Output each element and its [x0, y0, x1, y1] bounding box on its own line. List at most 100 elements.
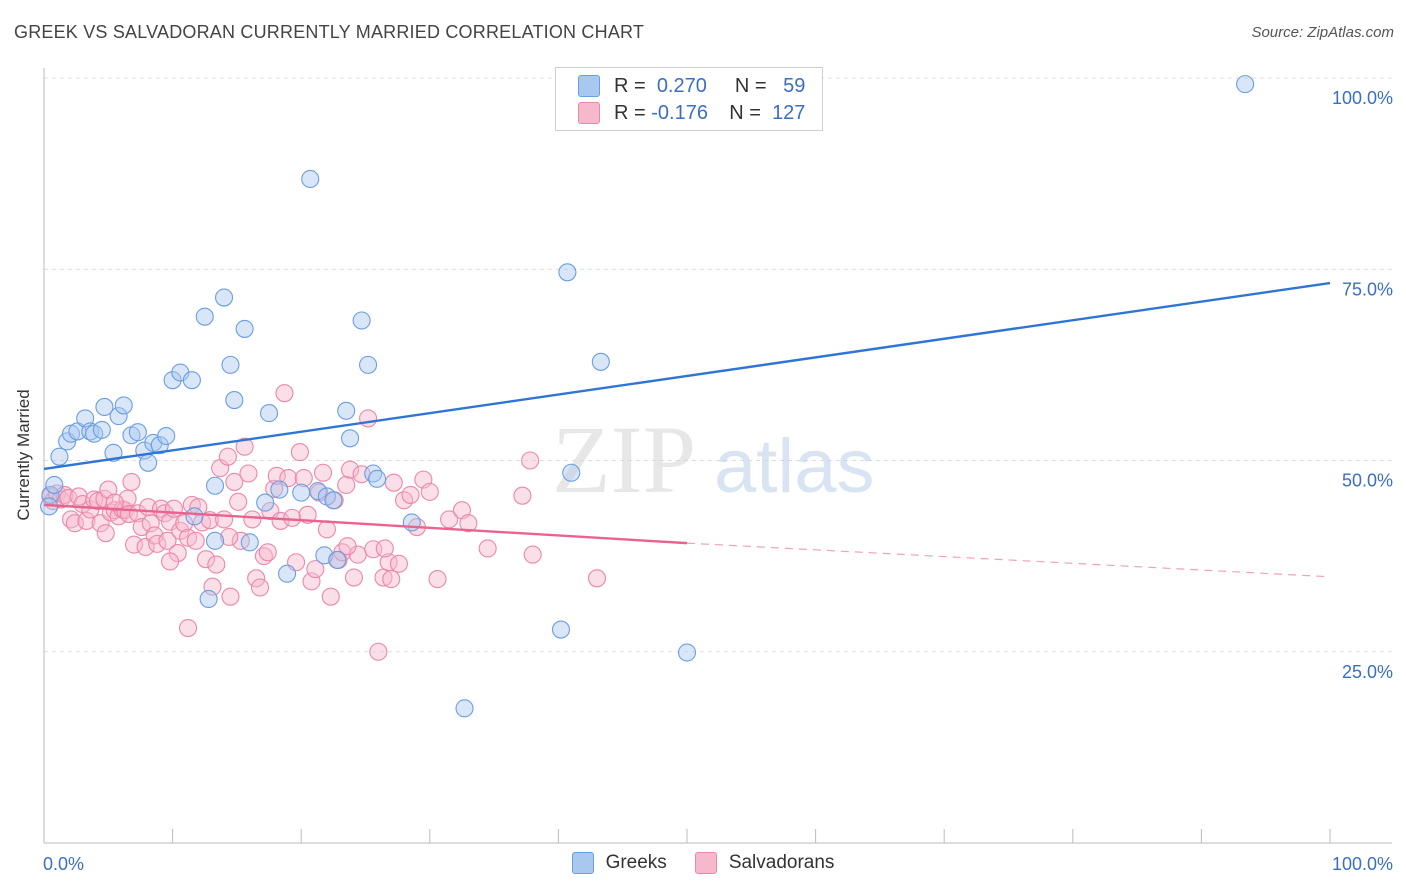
greek-point — [199, 589, 218, 609]
greek-point — [240, 533, 259, 552]
salvadoran-point — [321, 587, 340, 606]
salvadoran-point — [160, 552, 180, 571]
salvadoran-point — [178, 618, 198, 638]
salvadoran-point — [189, 498, 208, 517]
greek-point — [324, 491, 343, 510]
legend-item-greeks[interactable]: Greeks — [571, 852, 667, 874]
salvadoran-point — [186, 531, 205, 550]
salvadoran-point — [314, 463, 333, 482]
y-tick-label: 25.0% — [1342, 662, 1393, 682]
salvadoran-point — [175, 514, 194, 533]
salvadoran-point — [158, 531, 177, 550]
salvadoran-point — [122, 472, 141, 491]
greek-point — [182, 371, 201, 390]
salvadoran-point — [306, 560, 325, 579]
greek-point — [278, 564, 297, 583]
salvadoran-point — [235, 437, 254, 456]
greek-point — [328, 550, 347, 570]
greek-point — [150, 436, 169, 455]
salvadoran-point — [420, 482, 439, 501]
series-legend: Greeks Salvadorans — [0, 852, 1406, 874]
salvadoran-point — [124, 535, 144, 554]
salvadoran-point — [290, 443, 309, 462]
watermark: ZIP atlas — [552, 406, 875, 513]
salvadorans-trend-extension — [686, 542, 1331, 578]
legend-item-salvadorans[interactable]: Salvadorans — [694, 852, 835, 874]
salvadoran-point — [214, 510, 234, 529]
watermark-atlas: atlas — [714, 424, 875, 509]
greeks-swatch — [578, 75, 600, 97]
salvadoran-point — [239, 464, 258, 483]
greeks-trend-line — [43, 281, 1331, 471]
greek-point — [359, 355, 378, 374]
greek-point — [157, 426, 176, 446]
salvadorans-swatch — [578, 102, 600, 124]
salvadoran-point — [317, 520, 336, 539]
greek-point — [259, 404, 279, 423]
trend-lines — [43, 281, 1331, 578]
stats-legend: R = 0.270 N = 59 R = -0.176 N = 127 — [555, 67, 823, 131]
greek-point — [95, 397, 114, 417]
salvadoran-point — [243, 510, 262, 529]
legend-label-greeks: Greeks — [605, 852, 667, 873]
source-label: Source: ZipAtlas.com — [1251, 24, 1394, 41]
greek-point — [214, 288, 234, 307]
salvadoran-point — [229, 492, 248, 511]
greek-point — [185, 507, 204, 526]
greek-point — [677, 643, 697, 662]
chart-title: GREEK VS SALVADORAN CURRENTLY MARRIED CO… — [14, 22, 645, 42]
r-value: -0.176 — [651, 101, 708, 124]
r-value: 0.270 — [656, 74, 707, 97]
salvadoran-point — [337, 475, 356, 495]
greek-point — [50, 447, 69, 466]
legend-label-salvadorans: Salvadorans — [728, 852, 835, 873]
greek-point — [235, 319, 254, 338]
y-tick-label: 100.0% — [1332, 88, 1393, 108]
salvadoran-point — [267, 466, 286, 485]
x-tick-label-min: 0.0% — [43, 854, 84, 874]
greek-point — [337, 401, 356, 420]
stats-legend-salvadorans: R = -0.176 N = 127 — [578, 100, 805, 126]
salvadoran-point — [65, 514, 84, 533]
greek-point — [109, 407, 128, 426]
greek-point — [308, 482, 327, 501]
salvadoran-point — [341, 460, 360, 479]
greeks-points — [40, 73, 1255, 718]
salvadorans-trend-line — [43, 503, 688, 545]
watermark-zip: ZIP — [552, 406, 696, 513]
salvadoran-point — [105, 493, 124, 512]
greek-point — [591, 352, 610, 371]
salvadoran-point — [338, 537, 357, 556]
salvadoran-point — [587, 569, 607, 588]
greek-point — [92, 420, 111, 439]
greek-point — [128, 423, 147, 442]
n-value: 127 — [772, 101, 806, 124]
salvadoran-point — [132, 518, 151, 537]
salvadoran-point — [521, 451, 540, 470]
salvadorans-legend-swatch — [694, 852, 717, 874]
x-tick-label-max: 100.0% — [1332, 854, 1393, 874]
salvadoran-point — [77, 511, 96, 530]
tick-labels: 25.0% 50.0% 75.0% 100.0% 0.0% 100.0% — [43, 88, 1393, 874]
salvadoran-point — [196, 550, 216, 569]
greeks-legend-swatch — [571, 852, 594, 874]
y-tick-label: 50.0% — [1342, 471, 1393, 491]
salvadoran-point — [459, 514, 478, 533]
salvadoran-point — [513, 486, 532, 505]
n-value: 59 — [783, 74, 806, 97]
salvadoran-point — [148, 534, 167, 553]
salvadoran-point — [96, 524, 115, 543]
stats-legend-greeks: R = 0.270 N = 59 — [578, 73, 805, 99]
salvadoran-point — [384, 473, 403, 492]
r-label: R = — [614, 101, 646, 124]
salvadoran-point — [164, 499, 183, 518]
y-tick-label: 75.0% — [1342, 279, 1393, 299]
greek-point — [270, 480, 289, 499]
greek-point — [301, 169, 320, 189]
greek-point — [163, 371, 182, 390]
greek-point — [551, 620, 571, 639]
salvadoran-point — [382, 570, 401, 589]
salvadoran-point — [271, 511, 290, 530]
salvadoran-point — [523, 545, 542, 564]
